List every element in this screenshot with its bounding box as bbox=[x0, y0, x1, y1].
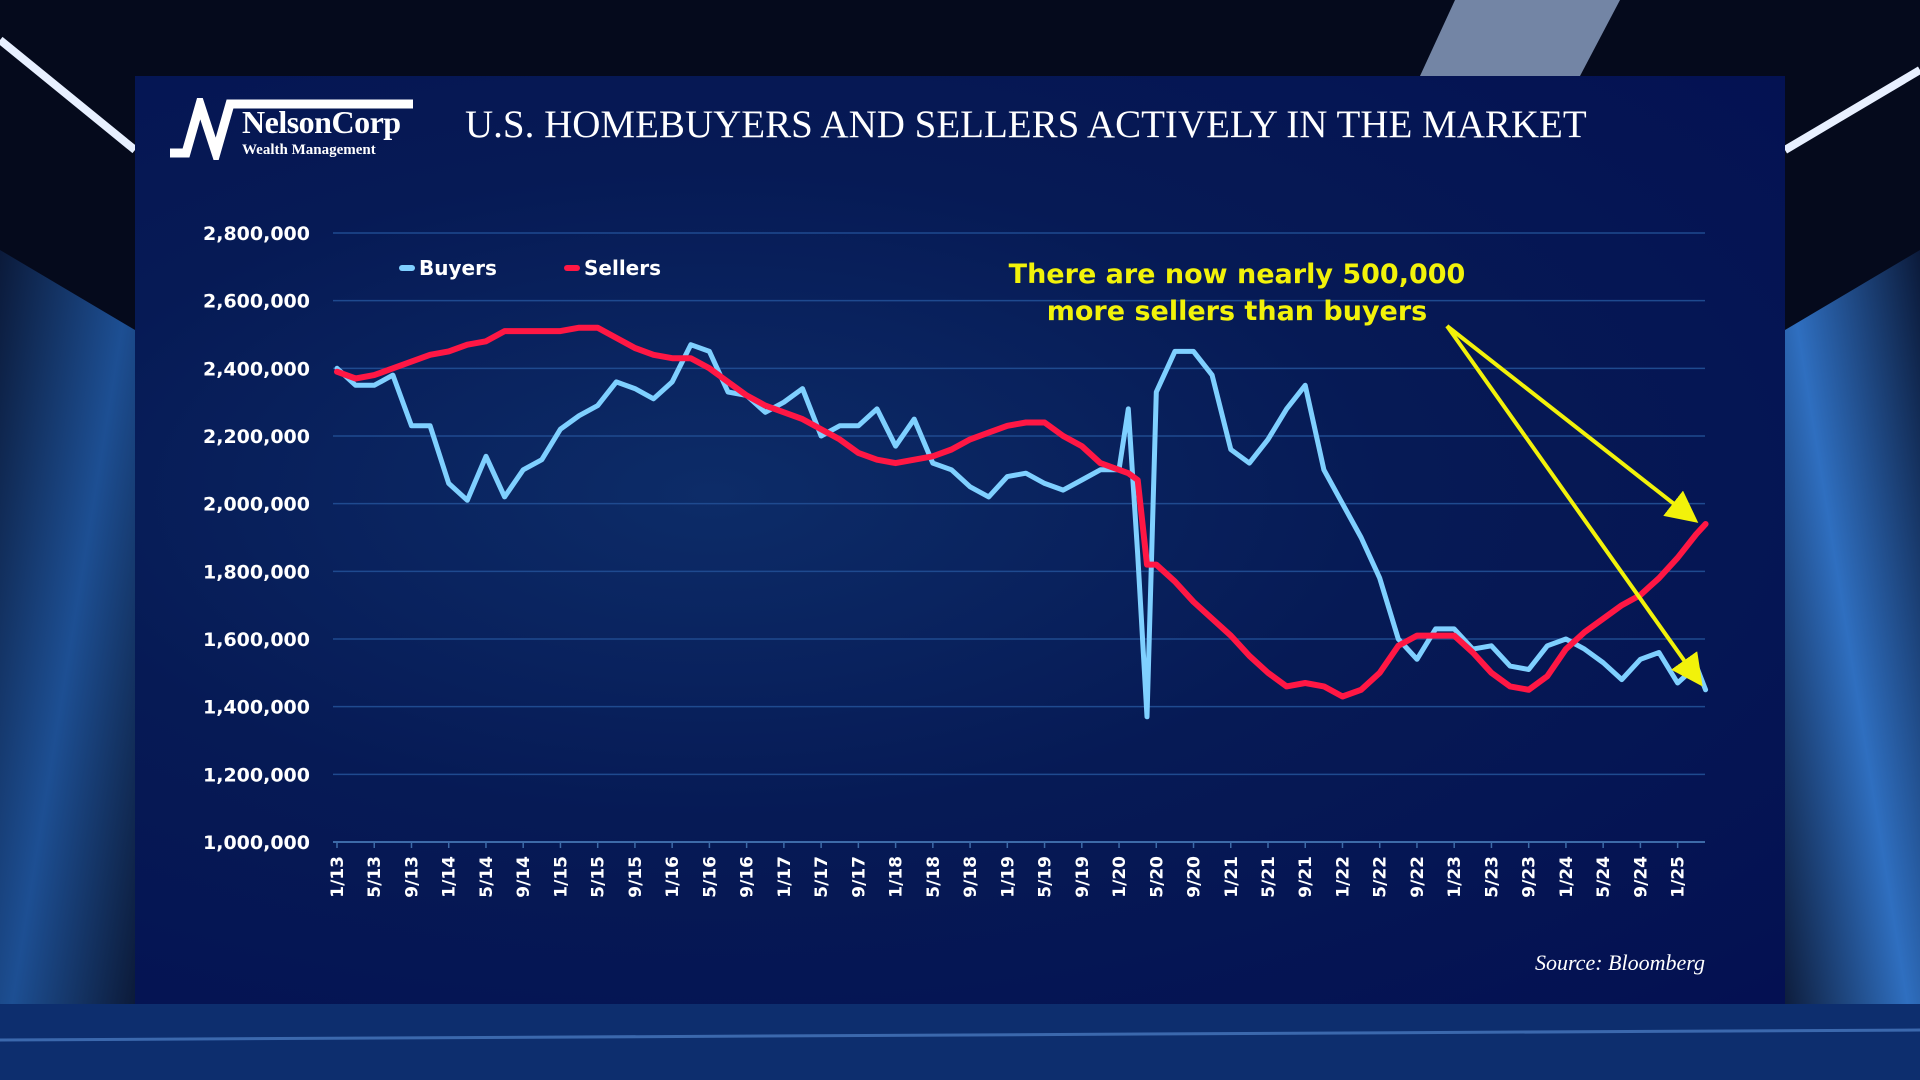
chart-panel bbox=[135, 76, 1785, 1004]
x-tick-label: 1/20 bbox=[1110, 856, 1130, 898]
x-tick-label: 5/16 bbox=[700, 856, 720, 898]
logo-subtitle: Wealth Management bbox=[242, 142, 376, 158]
x-tick-label: 5/23 bbox=[1482, 856, 1502, 898]
x-tick-label: 1/22 bbox=[1333, 856, 1353, 898]
legend-sellers: Sellers bbox=[564, 256, 661, 280]
x-tick-label: 5/21 bbox=[1259, 856, 1279, 898]
x-tick-label: 1/13 bbox=[328, 856, 348, 898]
x-tick-label: 5/19 bbox=[1036, 856, 1056, 898]
logo-n-icon bbox=[170, 88, 413, 169]
x-tick-label: 9/15 bbox=[626, 856, 646, 898]
y-tick-label: 2,400,000 bbox=[203, 358, 310, 380]
legend-buyers-swatch bbox=[399, 265, 415, 271]
arrow-to-sellers bbox=[1445, 324, 1699, 523]
y-tick-label: 2,000,000 bbox=[203, 494, 310, 516]
x-tick-label: 1/21 bbox=[1222, 856, 1242, 898]
x-tick-label: 1/18 bbox=[887, 856, 907, 898]
y-tick-label: 1,800,000 bbox=[203, 561, 310, 583]
chart-title: U.S. HOMEBUYERS AND SELLERS ACTIVELY IN … bbox=[465, 103, 1587, 146]
y-tick-label: 1,000,000 bbox=[203, 832, 310, 854]
x-tick-label: 9/24 bbox=[1631, 856, 1651, 898]
x-tick-label: 5/20 bbox=[1147, 856, 1167, 898]
y-tick-label: 2,800,000 bbox=[203, 223, 310, 245]
legend-sellers-swatch bbox=[564, 265, 580, 271]
x-tick-label: 9/19 bbox=[1073, 856, 1093, 898]
series-line-sellers bbox=[334, 324, 1709, 700]
legend-sellers-label: Sellers bbox=[584, 256, 662, 280]
y-tick-label: 1,600,000 bbox=[203, 629, 310, 651]
x-tick-label: 5/14 bbox=[477, 856, 497, 898]
x-tick-label: 1/25 bbox=[1669, 856, 1689, 898]
series-line-buyers bbox=[334, 342, 1709, 720]
legend-buyers-label: Buyers bbox=[419, 256, 497, 280]
legend-buyers: Buyers bbox=[399, 256, 497, 280]
x-tick-label: 9/18 bbox=[961, 856, 981, 898]
y-tick-label: 2,200,000 bbox=[203, 426, 310, 448]
x-tick-label: 9/20 bbox=[1185, 856, 1205, 898]
x-tick-label: 5/18 bbox=[924, 856, 944, 898]
x-tick-label: 1/15 bbox=[551, 856, 571, 898]
x-tick-label: 9/21 bbox=[1296, 856, 1316, 898]
source-note: Source: Bloomberg bbox=[1534, 950, 1705, 975]
annotation-line-2: more sellers than buyers bbox=[1046, 296, 1428, 327]
annotation-text: There are now nearly 500,000 more seller… bbox=[937, 256, 1537, 330]
logo-name: NelsonCorp bbox=[242, 104, 401, 140]
arrow-to-buyers bbox=[1445, 324, 1703, 687]
x-tick-label: 9/16 bbox=[738, 856, 758, 898]
x-tick-label: 1/14 bbox=[440, 856, 460, 898]
x-tick-label: 1/23 bbox=[1445, 856, 1465, 898]
x-tick-label: 9/13 bbox=[402, 856, 422, 898]
x-tick-label: 5/17 bbox=[812, 856, 832, 898]
x-tick-label: 9/23 bbox=[1520, 856, 1540, 898]
x-tick-label: 9/17 bbox=[849, 856, 869, 898]
x-tick-label: 1/19 bbox=[998, 856, 1018, 898]
y-tick-label: 2,600,000 bbox=[203, 291, 310, 313]
x-tick-label: 1/24 bbox=[1557, 856, 1577, 898]
x-tick-label: 1/16 bbox=[663, 856, 683, 898]
x-tick-label: 5/22 bbox=[1371, 856, 1391, 898]
y-tick-label: 1,200,000 bbox=[203, 764, 310, 786]
annotation-arrows bbox=[1445, 324, 1703, 687]
x-tick-label: 5/13 bbox=[365, 856, 385, 898]
x-tick-label: 9/14 bbox=[514, 856, 534, 898]
annotation-line-1: There are now nearly 500,000 bbox=[1008, 259, 1466, 290]
y-tick-label: 1,400,000 bbox=[203, 697, 310, 719]
nelsoncorp-logo: NelsonCorp Wealth Management bbox=[168, 88, 413, 169]
x-tick-label: 9/22 bbox=[1408, 856, 1428, 898]
x-tick-label: 5/24 bbox=[1594, 856, 1614, 898]
x-tick-label: 1/17 bbox=[775, 856, 795, 898]
x-tick-label: 5/15 bbox=[589, 856, 609, 898]
